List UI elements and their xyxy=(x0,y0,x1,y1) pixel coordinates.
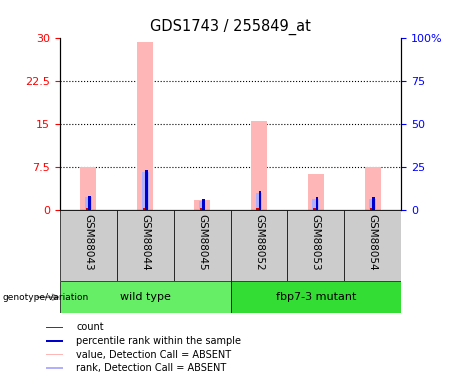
Bar xyxy=(313,208,316,210)
Bar xyxy=(88,196,91,210)
Bar xyxy=(315,197,319,210)
Text: genotype/variation: genotype/variation xyxy=(2,292,89,302)
Bar xyxy=(60,210,117,281)
Bar xyxy=(200,208,202,210)
Title: GDS1743 / 255849_at: GDS1743 / 255849_at xyxy=(150,18,311,35)
Bar xyxy=(230,281,401,313)
Text: value, Detection Call = ABSENT: value, Detection Call = ABSENT xyxy=(76,350,231,360)
Text: GSM88043: GSM88043 xyxy=(83,214,94,270)
Bar xyxy=(60,281,230,313)
Bar xyxy=(46,327,63,328)
Bar xyxy=(230,210,287,281)
Text: rank, Detection Call = ABSENT: rank, Detection Call = ABSENT xyxy=(76,363,226,373)
Text: percentile rank within the sample: percentile rank within the sample xyxy=(76,336,241,346)
Bar xyxy=(313,198,319,210)
Bar xyxy=(46,340,63,342)
Bar xyxy=(46,354,63,356)
Bar xyxy=(259,191,261,210)
Bar xyxy=(137,42,153,210)
Text: wild type: wild type xyxy=(120,292,171,302)
Bar xyxy=(308,174,324,210)
Bar xyxy=(251,121,267,210)
Bar xyxy=(370,208,373,210)
Bar xyxy=(85,197,92,210)
Bar xyxy=(344,210,401,281)
Bar xyxy=(372,197,375,210)
Bar xyxy=(369,198,376,210)
Bar xyxy=(117,210,174,281)
Bar xyxy=(365,168,381,210)
Bar xyxy=(199,201,206,210)
Bar xyxy=(194,200,210,210)
Bar xyxy=(80,168,96,210)
Text: GSM88054: GSM88054 xyxy=(367,214,378,270)
Text: count: count xyxy=(76,322,104,332)
Bar xyxy=(46,368,63,369)
Bar xyxy=(86,208,89,210)
Bar xyxy=(256,208,259,210)
Bar xyxy=(142,208,146,210)
Text: GSM88053: GSM88053 xyxy=(311,214,321,270)
Text: GSM88052: GSM88052 xyxy=(254,214,264,270)
Text: GSM88045: GSM88045 xyxy=(197,214,207,270)
Bar xyxy=(174,210,230,281)
Bar xyxy=(145,170,148,210)
Bar xyxy=(202,199,205,210)
Bar xyxy=(287,210,344,281)
Text: fbp7-3 mutant: fbp7-3 mutant xyxy=(276,292,356,302)
Bar xyxy=(142,172,148,210)
Text: GSM88044: GSM88044 xyxy=(140,214,150,270)
Bar xyxy=(255,193,262,210)
